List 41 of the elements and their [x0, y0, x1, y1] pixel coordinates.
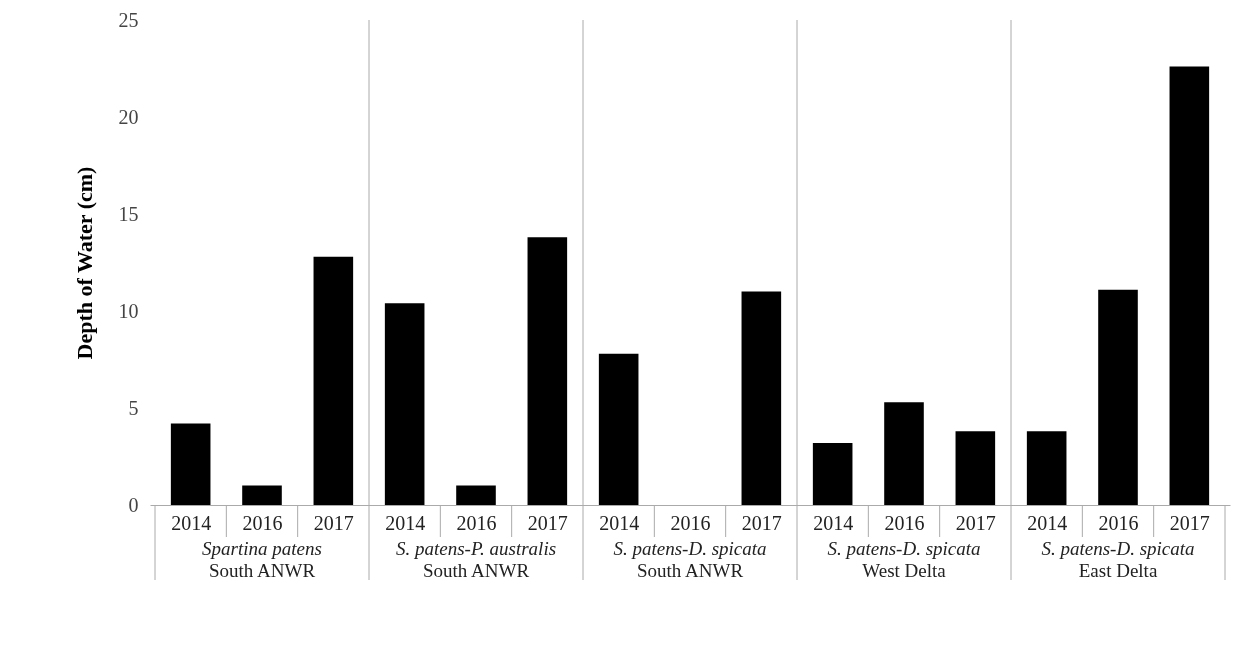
bar [741, 291, 782, 505]
x-tick-label: 2014 [1027, 511, 1068, 534]
x-tick-label: 2017 [313, 511, 354, 534]
x-tick-label: 2014 [171, 511, 212, 534]
bar [384, 303, 425, 505]
bar [884, 402, 924, 505]
bar [1026, 431, 1067, 505]
text: S. patens-D. spicata East Delta [1041, 538, 1195, 581]
x-tick-label: 2014 [599, 511, 640, 534]
bar [812, 442, 853, 505]
x-tick-label: 2017 [741, 511, 782, 534]
y-axis-title: Depth of Water (cm) [71, 166, 97, 360]
x-tick-label: 2016 [1098, 511, 1139, 534]
bar [527, 237, 568, 505]
x-tick-label: 2016 [242, 511, 283, 534]
y-tick-label: 10 [118, 299, 139, 322]
x-tick-label: 2017 [955, 511, 996, 534]
x-tick-label: 2014 [813, 511, 854, 534]
text: S. patens-P. australis South ANWR [395, 538, 557, 581]
y-tick-label: 5 [128, 396, 139, 419]
bar [955, 431, 996, 505]
x-tick-label: 2016 [884, 511, 925, 534]
text: Spartina patens South ANWR [202, 538, 322, 581]
x-tick-label: 2017 [1169, 511, 1210, 534]
x-tick-label: 2016 [670, 511, 711, 534]
bar [1098, 289, 1138, 505]
x-tick-label: 2014 [385, 511, 426, 534]
text: S. patens-D. spicata South ANWR [613, 538, 767, 581]
y-tick-label: 0 [128, 493, 139, 516]
bar [170, 423, 211, 505]
x-tick-label: 2016 [456, 511, 497, 534]
bar [456, 485, 496, 505]
bar [242, 485, 282, 505]
bar [598, 353, 639, 505]
x-tick-label: 2017 [527, 511, 568, 534]
text: S. patens-D. spicata West Delta [827, 538, 981, 581]
y-tick-label: 15 [118, 202, 139, 225]
y-tick-label: 25 [118, 8, 139, 31]
y-tick-label: 20 [118, 105, 139, 128]
bar [313, 256, 354, 505]
bar [1169, 66, 1210, 505]
